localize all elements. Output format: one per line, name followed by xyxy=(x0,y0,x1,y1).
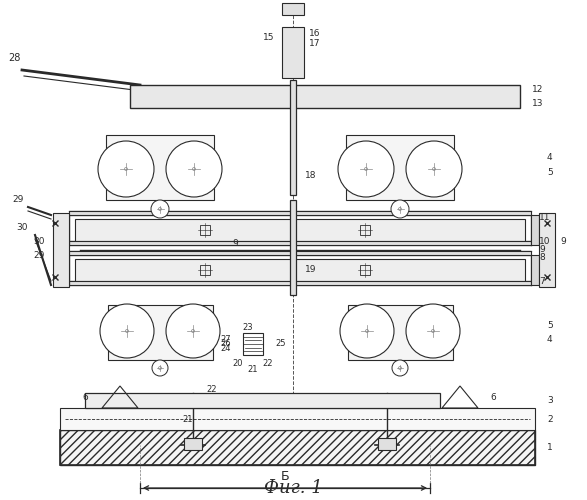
Circle shape xyxy=(152,360,168,376)
Circle shape xyxy=(151,200,169,218)
Text: 9: 9 xyxy=(560,238,566,246)
Circle shape xyxy=(406,304,460,358)
Circle shape xyxy=(166,304,220,358)
Circle shape xyxy=(406,141,462,197)
Bar xyxy=(61,255,69,285)
Bar xyxy=(360,225,370,235)
Text: 30: 30 xyxy=(33,238,45,246)
Bar xyxy=(69,281,531,285)
Text: 21: 21 xyxy=(248,364,258,374)
Text: 19: 19 xyxy=(305,266,316,274)
Text: 22: 22 xyxy=(263,358,274,368)
Bar xyxy=(184,438,202,450)
Text: 5: 5 xyxy=(547,168,553,177)
Circle shape xyxy=(100,304,154,358)
Text: 28: 28 xyxy=(8,53,20,63)
Bar xyxy=(282,27,304,78)
Bar xyxy=(378,438,396,450)
Bar xyxy=(60,430,535,465)
Text: 25: 25 xyxy=(275,340,285,348)
Circle shape xyxy=(98,141,154,197)
Bar xyxy=(53,213,69,287)
Text: 13: 13 xyxy=(532,98,544,108)
Text: Фиг. 1: Фиг. 1 xyxy=(264,479,322,497)
Bar xyxy=(346,135,454,200)
Text: 18: 18 xyxy=(305,170,316,179)
Text: 4: 4 xyxy=(547,336,552,344)
Text: 14: 14 xyxy=(287,0,299,2)
Circle shape xyxy=(392,360,408,376)
Text: 29: 29 xyxy=(12,196,23,204)
Bar xyxy=(69,251,531,255)
Bar xyxy=(75,219,525,241)
Text: 10: 10 xyxy=(539,238,551,246)
Bar xyxy=(60,430,535,465)
Text: 17: 17 xyxy=(309,38,321,48)
Bar xyxy=(282,3,304,15)
Bar xyxy=(348,305,453,360)
Bar xyxy=(69,211,531,215)
Text: 6: 6 xyxy=(82,392,87,402)
Bar xyxy=(531,255,539,285)
Bar xyxy=(200,225,210,235)
Text: 27: 27 xyxy=(220,335,231,344)
Text: Б: Б xyxy=(281,470,289,482)
Text: 26: 26 xyxy=(220,340,231,348)
Text: 22: 22 xyxy=(207,386,217,394)
Text: 2: 2 xyxy=(547,414,552,424)
Bar xyxy=(60,408,535,430)
Bar xyxy=(106,135,214,200)
Text: 24: 24 xyxy=(221,344,231,353)
Text: 15: 15 xyxy=(262,32,274,42)
Bar xyxy=(360,265,370,275)
Text: 8: 8 xyxy=(539,254,545,262)
Bar xyxy=(85,393,440,408)
Text: 29: 29 xyxy=(33,250,45,260)
Text: 7: 7 xyxy=(539,278,545,286)
Bar xyxy=(69,241,531,245)
Text: 6: 6 xyxy=(490,392,496,402)
Text: 3: 3 xyxy=(547,396,553,405)
Bar xyxy=(243,333,263,355)
Text: 5: 5 xyxy=(547,320,553,330)
Text: 16: 16 xyxy=(309,28,321,38)
Bar xyxy=(290,80,296,195)
Text: 12: 12 xyxy=(532,84,544,94)
Text: 1: 1 xyxy=(547,443,553,452)
Text: 21: 21 xyxy=(183,416,193,424)
Circle shape xyxy=(340,304,394,358)
Bar xyxy=(75,259,525,281)
Bar xyxy=(200,265,210,275)
Bar xyxy=(539,213,555,287)
Bar xyxy=(61,215,69,245)
Text: 20: 20 xyxy=(233,358,243,368)
Bar xyxy=(290,200,296,295)
Circle shape xyxy=(166,141,222,197)
Bar xyxy=(130,85,520,108)
Text: 11: 11 xyxy=(539,214,551,222)
Text: 9: 9 xyxy=(539,246,545,254)
Text: 9: 9 xyxy=(232,240,238,248)
Bar xyxy=(107,305,212,360)
Text: 4: 4 xyxy=(547,153,552,162)
Text: 23: 23 xyxy=(242,324,254,332)
Bar xyxy=(531,215,539,245)
Circle shape xyxy=(338,141,394,197)
Circle shape xyxy=(391,200,409,218)
Text: 30: 30 xyxy=(16,224,28,232)
